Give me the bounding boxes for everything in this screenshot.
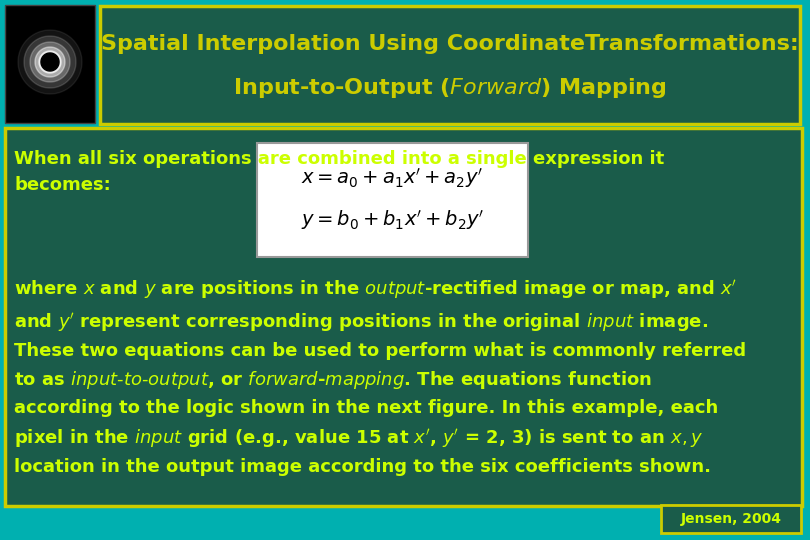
- FancyBboxPatch shape: [100, 6, 800, 124]
- FancyBboxPatch shape: [661, 505, 801, 533]
- Polygon shape: [41, 53, 59, 71]
- Text: $y = b_0 + b_1 x' + b_2 y'$: $y = b_0 + b_1 x' + b_2 y'$: [301, 208, 484, 232]
- Polygon shape: [35, 47, 65, 77]
- Text: When all six operations are combined into a single expression it
becomes:: When all six operations are combined int…: [14, 150, 664, 194]
- Text: Spatial Interpolation Using CoordinateTransformations:: Spatial Interpolation Using CoordinateTr…: [101, 34, 799, 54]
- Polygon shape: [24, 36, 76, 88]
- Text: where $\it{x}$ and $\it{y}$ are positions in the $\it{output}$-rectified image o: where $\it{x}$ and $\it{y}$ are position…: [14, 278, 746, 476]
- Text: Input-to-Output ($\it{Forward}$) Mapping: Input-to-Output ($\it{Forward}$) Mapping: [233, 76, 667, 100]
- Polygon shape: [30, 42, 70, 82]
- Text: Jensen, 2004: Jensen, 2004: [680, 512, 782, 526]
- Text: $x = a_0 + a_1 x' + a_2 y'$: $x = a_0 + a_1 x' + a_2 y'$: [301, 166, 484, 190]
- Polygon shape: [39, 51, 61, 73]
- Polygon shape: [18, 30, 82, 94]
- FancyBboxPatch shape: [257, 143, 528, 257]
- FancyBboxPatch shape: [5, 5, 95, 123]
- FancyBboxPatch shape: [5, 128, 802, 506]
